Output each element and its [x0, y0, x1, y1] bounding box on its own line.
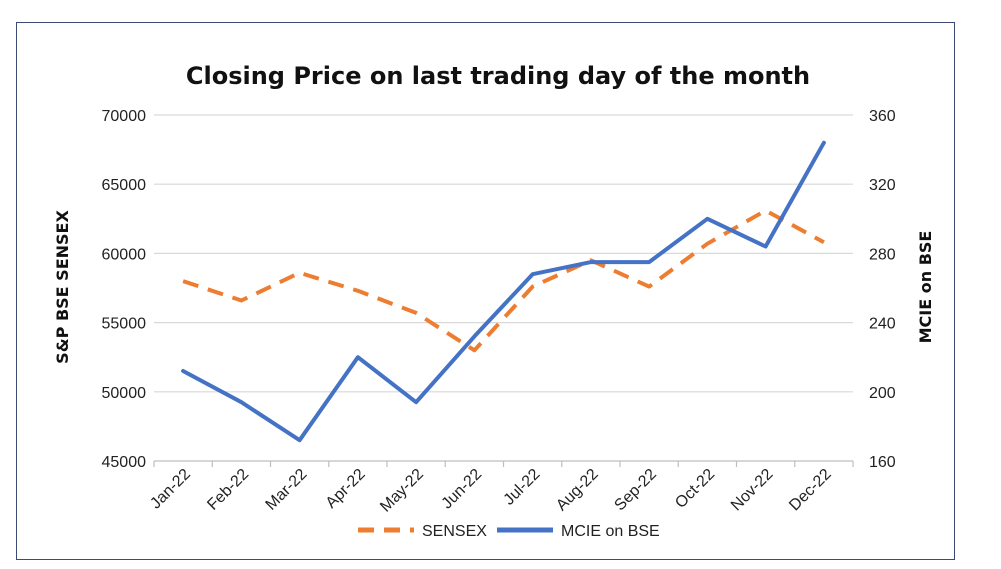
left-tick-label: 65000: [102, 177, 147, 194]
series-line-0: [182, 208, 825, 353]
chart-title: Closing Price on last trading day of the…: [186, 62, 810, 90]
x-axis-ticks: Jan-22 Feb-22 Mar-22 Apr-22 May-22 Jun-22 Jul-…: [147, 461, 854, 516]
legend-label-0: SENSEX: [422, 523, 487, 540]
chart-frame: [16, 22, 955, 560]
left-axis-title: S&P BSE SENSEX: [53, 210, 72, 364]
legend: SENSEX MCIE on BSE: [358, 523, 660, 540]
right-tick-label: 200: [869, 385, 896, 402]
left-tick-label: 70000: [102, 108, 147, 125]
x-tick-label: Apr-22: [323, 466, 369, 512]
x-tick-label: May-22: [377, 466, 427, 516]
left-tick-label: 60000: [102, 246, 147, 263]
left-axis-ticks: 70000 65000 60000 55000 50000 45000: [102, 108, 147, 471]
x-tick-label: Nov-22: [728, 466, 777, 515]
x-tick-label: Aug-22: [553, 466, 602, 515]
right-axis-title: MCIE on BSE: [916, 231, 935, 344]
x-tick-label: Jun-22: [439, 466, 486, 513]
right-axis-ticks: 360 320 280 240 200 160: [869, 108, 896, 471]
left-tick-label: 50000: [102, 385, 147, 402]
series-lines: [181, 140, 826, 443]
x-tick-label: Oct-22: [672, 466, 718, 512]
x-tick-label: Jan-22: [147, 466, 194, 513]
x-tick-label: Sep-22: [611, 466, 660, 515]
grid-lines: [154, 114, 853, 462]
left-tick-label: 55000: [102, 316, 147, 333]
x-tick-label: Feb-22: [204, 466, 252, 514]
left-tick-label: 45000: [102, 454, 147, 471]
right-tick-label: 360: [869, 108, 896, 125]
legend-label-1: MCIE on BSE: [561, 523, 660, 540]
right-tick-label: 280: [869, 246, 896, 263]
x-tick-label: Jul-22: [501, 466, 544, 509]
right-tick-label: 240: [869, 316, 896, 333]
x-tick-label: Dec-22: [786, 466, 835, 515]
right-tick-label: 160: [869, 454, 896, 471]
right-tick-label: 320: [869, 177, 896, 194]
series-line-1: [181, 140, 826, 443]
x-tick-label: Mar-22: [263, 466, 311, 514]
